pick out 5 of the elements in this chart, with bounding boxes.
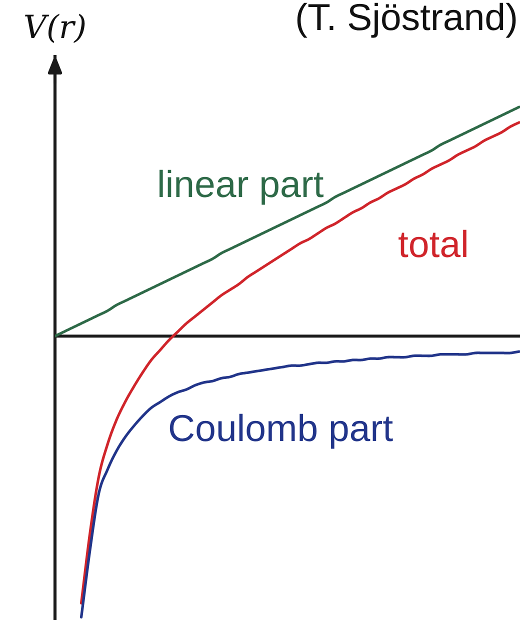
text: (T. Sjöstrand) — [297, 2, 516, 38]
series-label: Coulomb part — [170, 414, 393, 449]
series-label: linear part — [160, 170, 324, 205]
y-axis-title: V(r) — [24, 14, 85, 43]
series-label: total — [398, 230, 466, 258]
